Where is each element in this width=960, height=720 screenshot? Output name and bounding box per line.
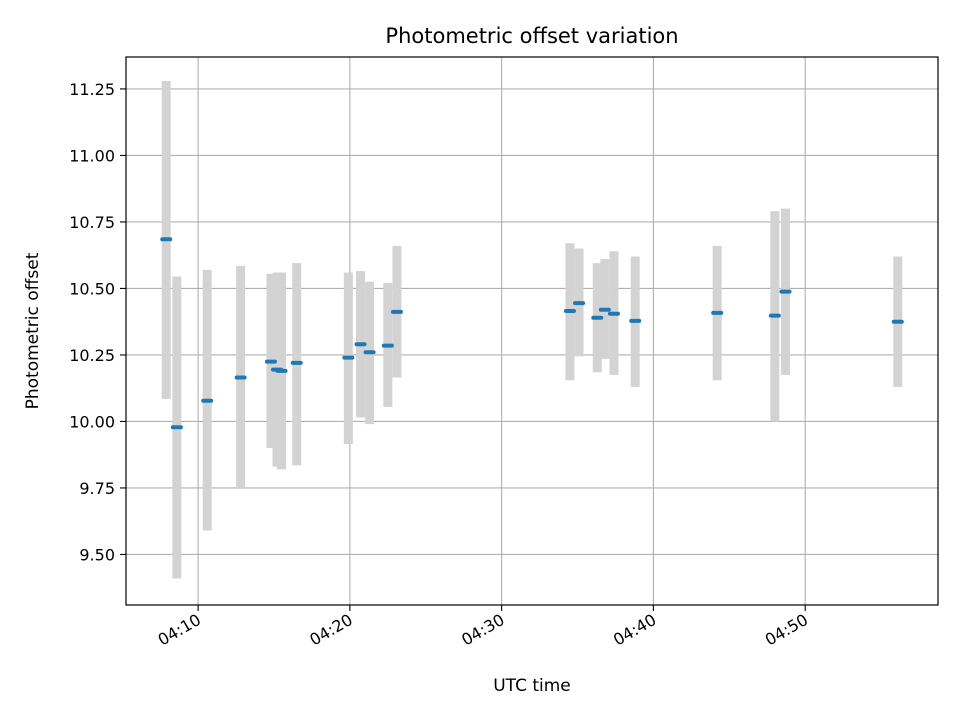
y-tick-label: 10.00 [69, 412, 115, 431]
plot-frame [125, 56, 939, 606]
x-axis-label: UTC time [493, 676, 571, 696]
y-tick-label: 10.50 [69, 279, 115, 298]
y-axis-ticks: 9.50 9.75 10.00 10.25 10.50 10.75 11.00 11.25 [69, 80, 126, 564]
y-tick-label: 9.75 [79, 479, 115, 498]
plot-background [126, 57, 938, 605]
y-axis-label: Photometric offset [23, 252, 43, 409]
chart-title: Photometric offset variation [385, 24, 678, 48]
y-tick-label: 10.25 [69, 346, 115, 365]
y-tick-label: 9.50 [79, 545, 115, 564]
y-tick-label: 11.00 [69, 146, 115, 165]
y-tick-label: 11.25 [69, 80, 115, 99]
y-tick-label: 10.75 [69, 213, 115, 232]
data-points [160, 237, 904, 430]
